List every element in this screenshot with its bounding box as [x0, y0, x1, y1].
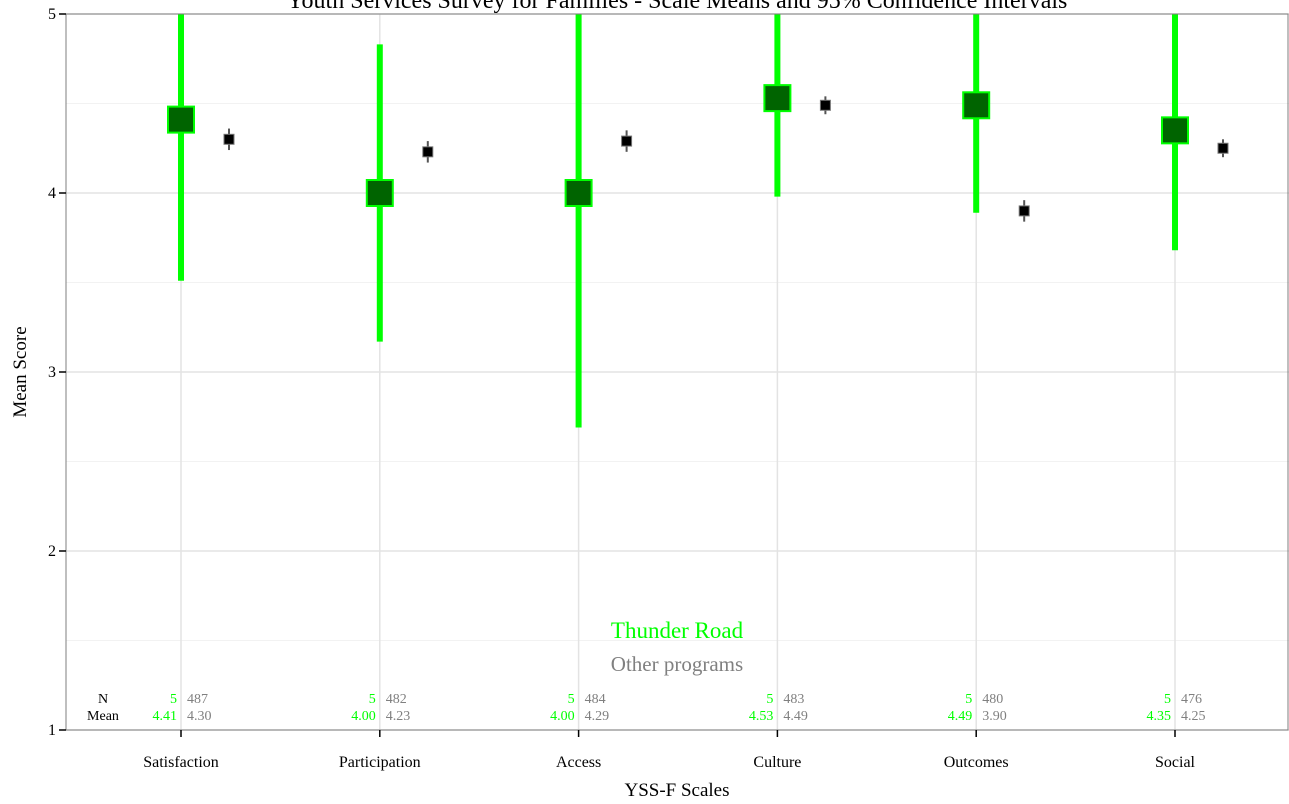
thunder-road-mean: 4.41 — [153, 709, 178, 724]
series-layer — [167, 14, 1229, 428]
other-programs-mean: 4.25 — [1181, 709, 1206, 724]
other-programs-n: 476 — [1181, 692, 1202, 707]
table-row-label-mean: Mean — [87, 709, 119, 724]
thunder-road-n: 5 — [369, 692, 376, 707]
thunder-road-mean-point — [564, 179, 593, 207]
y-tick-label: 4 — [48, 185, 56, 202]
other-programs-mean: 4.29 — [585, 709, 610, 724]
thunder-road-n: 5 — [568, 692, 575, 707]
y-tick-label: 3 — [48, 364, 56, 381]
other-programs-mean-point — [1018, 205, 1030, 217]
other-programs-mean-point — [223, 133, 235, 145]
thunder-road-mean-point — [1161, 116, 1189, 145]
other-programs-mean-point — [819, 99, 831, 111]
summary-table: N Mean 5 4.41 487 4.30 5 4.00 482 4.23 5 4.00 484 4.2… — [87, 692, 1205, 724]
other-programs-n: 484 — [585, 692, 606, 707]
x-axis-title: YSS-F Scales — [624, 780, 729, 801]
x-tick-label: Satisfaction — [143, 754, 219, 771]
y-axis-title: Mean Score — [10, 326, 31, 417]
chart-title: Youth Services Survey for Families - Sca… — [287, 0, 1068, 14]
other-programs-n: 483 — [783, 692, 804, 707]
thunder-road-n: 5 — [1164, 692, 1171, 707]
legend: Thunder Road Other programs — [611, 618, 744, 676]
other-programs-n: 487 — [187, 692, 208, 707]
thunder-road-mean-point — [365, 179, 394, 207]
thunder-road-mean: 4.00 — [351, 709, 376, 724]
table-row-label-n: N — [98, 692, 108, 707]
x-tick-label: Participation — [339, 754, 421, 771]
thunder-road-mean-point — [962, 91, 991, 120]
legend-thunder-road: Thunder Road — [611, 618, 744, 643]
other-programs-mean-point — [621, 135, 633, 147]
other-programs-mean-point — [422, 146, 434, 158]
thunder-road-mean-point — [763, 84, 792, 113]
other-programs-n: 482 — [386, 692, 407, 707]
thunder-road-mean: 4.00 — [550, 709, 575, 724]
thunder-road-n: 5 — [766, 692, 773, 707]
other-programs-mean: 4.30 — [187, 709, 212, 724]
axis-layer: 1 2 3 4 5 Satisfaction Participation Access Cult… — [48, 6, 1289, 771]
thunder-road-mean: 4.53 — [749, 709, 774, 724]
thunder-road-n: 5 — [170, 692, 177, 707]
other-programs-mean-point — [1217, 142, 1229, 154]
y-tick-label: 2 — [48, 543, 56, 560]
other-programs-mean: 4.23 — [386, 709, 411, 724]
y-tick-label: 1 — [48, 722, 56, 739]
thunder-road-mean: 4.35 — [1147, 709, 1172, 724]
y-tick-label: 5 — [48, 6, 56, 23]
other-programs-mean: 3.90 — [982, 709, 1007, 724]
other-programs-mean: 4.49 — [783, 709, 808, 724]
thunder-road-n: 5 — [965, 692, 972, 707]
x-tick-label: Outcomes — [944, 754, 1009, 771]
other-programs-n: 480 — [982, 692, 1003, 707]
x-tick-label: Access — [556, 754, 601, 771]
thunder-road-mean-point — [167, 105, 195, 134]
x-tick-label: Culture — [753, 754, 801, 771]
legend-other-programs: Other programs — [611, 652, 743, 676]
x-tick-label: Social — [1155, 754, 1196, 771]
thunder-road-mean: 4.49 — [948, 709, 973, 724]
